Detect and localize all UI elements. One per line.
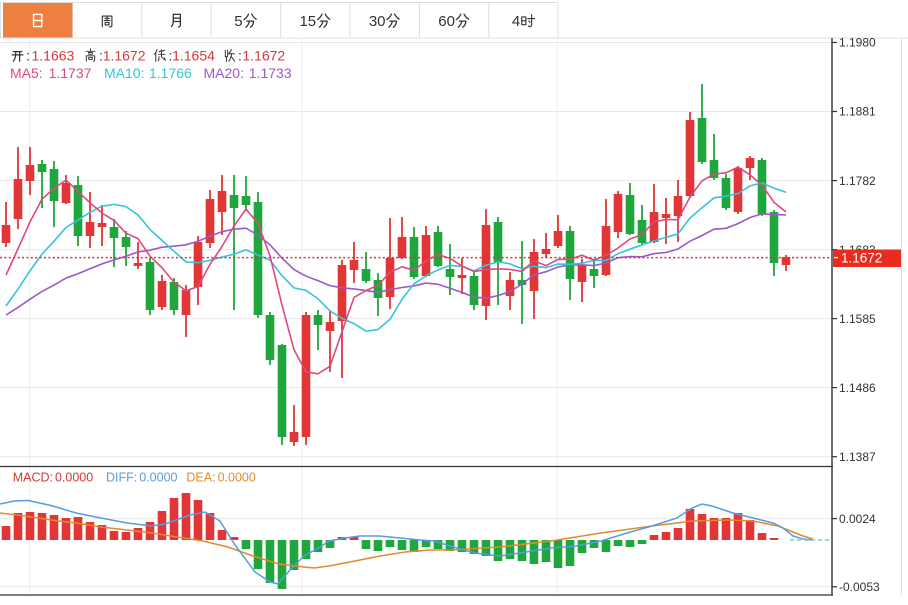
svg-text:0.0024: 0.0024 <box>839 512 876 526</box>
svg-text:4: 4 <box>512 13 520 30</box>
svg-text:5: 5 <box>234 13 242 30</box>
svg-text:MA5:: MA5: <box>10 65 43 81</box>
svg-text:1.1387: 1.1387 <box>839 450 876 464</box>
svg-text:1.1881: 1.1881 <box>839 105 876 119</box>
svg-text:1.1733: 1.1733 <box>249 65 292 81</box>
svg-text:1.1782: 1.1782 <box>839 174 876 188</box>
svg-text:1.1980: 1.1980 <box>839 36 876 50</box>
svg-text::: : <box>238 48 242 64</box>
svg-text:1.1585: 1.1585 <box>839 312 876 326</box>
svg-text:15: 15 <box>299 13 316 30</box>
svg-text::: : <box>99 48 103 64</box>
svg-text:1.1672: 1.1672 <box>242 48 285 64</box>
svg-text:MA20:: MA20: <box>204 65 244 81</box>
svg-text:30: 30 <box>369 13 386 30</box>
svg-text:60: 60 <box>438 13 455 30</box>
svg-text:1.1654: 1.1654 <box>172 48 215 64</box>
svg-text:MA10:: MA10: <box>104 65 144 81</box>
svg-text:DEA:0.0000: DEA: 0.0000 <box>186 471 255 485</box>
svg-text:-0.0053: -0.0053 <box>839 580 880 594</box>
svg-text:MACD:0.0000: MACD: 0.0000 <box>13 471 94 485</box>
svg-text:DIFF:0.0000: DIFF: 0.0000 <box>106 471 178 485</box>
svg-text:1.1672: 1.1672 <box>103 48 146 64</box>
svg-text::: : <box>169 48 173 64</box>
svg-text::: : <box>26 48 30 64</box>
svg-text:1.1737: 1.1737 <box>49 65 92 81</box>
svg-text:1.1766: 1.1766 <box>149 65 192 81</box>
svg-text:1.1672: 1.1672 <box>841 251 882 266</box>
svg-text:1.1486: 1.1486 <box>839 381 876 395</box>
svg-text:1.1663: 1.1663 <box>32 48 75 64</box>
